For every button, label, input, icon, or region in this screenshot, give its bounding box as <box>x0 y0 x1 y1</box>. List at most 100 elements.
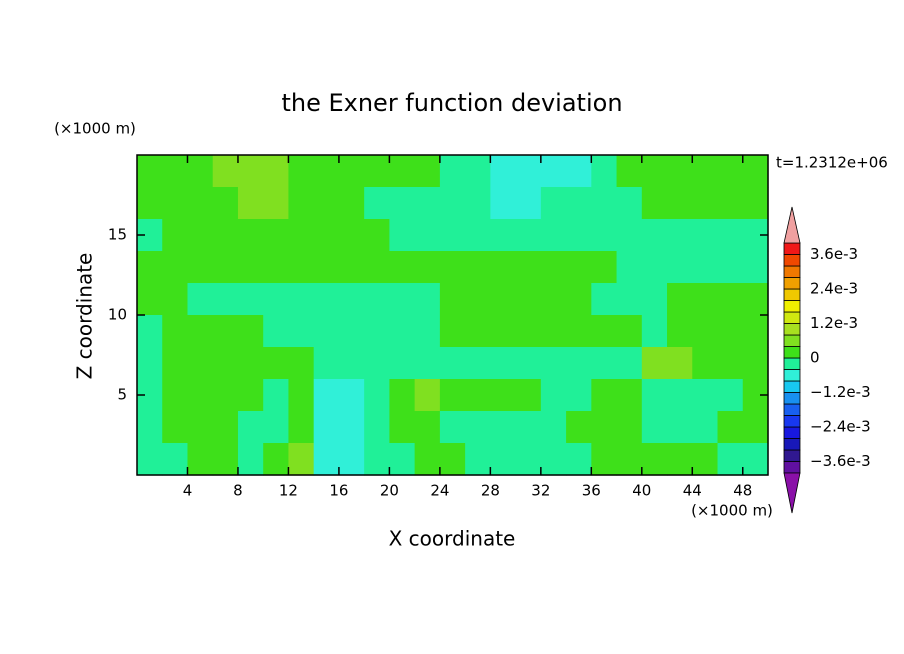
x-tick-label: 36 <box>582 482 601 500</box>
contour-cell <box>490 283 517 316</box>
contour-cell <box>465 315 491 348</box>
contour-cell <box>187 379 214 412</box>
contour-cell <box>591 411 618 444</box>
contour-cell <box>263 155 290 188</box>
contour-cell <box>389 315 416 348</box>
contour-cell <box>616 379 643 412</box>
contour-cell <box>313 443 340 476</box>
contour-cell <box>490 315 517 348</box>
contour-cell <box>389 251 416 284</box>
contour-cell <box>591 251 618 284</box>
colorbar-tick-label: 0 <box>810 349 820 367</box>
contour-cell <box>616 155 643 188</box>
contour-cell <box>364 283 390 316</box>
contour-cell <box>641 315 668 348</box>
contour-cell <box>717 155 744 188</box>
contour-cell <box>490 443 517 476</box>
colorbar-box <box>783 438 801 451</box>
contour-cell <box>364 251 390 284</box>
contour-cell <box>667 443 693 476</box>
contour-cell <box>465 283 491 316</box>
contour-cell <box>162 283 189 316</box>
contour-cell <box>465 219 491 252</box>
contour-cell <box>515 411 542 444</box>
contour-cell <box>566 379 592 412</box>
colorbar-box <box>783 392 801 405</box>
contour-cell <box>162 187 189 220</box>
contour-cell <box>414 155 441 188</box>
contour-cell <box>692 155 719 188</box>
contour-cell <box>439 315 466 348</box>
contour-cell <box>439 347 466 380</box>
contour-cell <box>313 347 340 380</box>
contour-cell <box>187 283 214 316</box>
contour-cell <box>313 283 340 316</box>
colorbar-box <box>783 449 801 462</box>
contour-cell <box>439 251 466 284</box>
contour-cell <box>288 443 315 476</box>
contour-cell <box>338 379 365 412</box>
contour-cell <box>591 347 618 380</box>
contour-cell <box>540 187 567 220</box>
x-tick-label: 8 <box>233 482 243 500</box>
contour-cell <box>439 443 466 476</box>
contour-cell <box>237 187 264 220</box>
contour-cell <box>338 187 365 220</box>
contour-cell <box>566 155 592 188</box>
y-tick-label: 15 <box>108 226 127 244</box>
contour-cell <box>237 347 264 380</box>
contour-cell <box>414 411 441 444</box>
contour-cell <box>338 283 365 316</box>
contour-cell <box>263 315 290 348</box>
contour-cell <box>641 251 668 284</box>
x-unit: (×1000 m) <box>691 502 773 520</box>
contour-cell <box>212 411 239 444</box>
contour-cell <box>137 443 163 476</box>
contour-cell <box>137 411 163 444</box>
contour-cell <box>162 219 189 252</box>
contour-cell <box>742 443 769 476</box>
contour-cell <box>414 379 441 412</box>
x-tick-label: 32 <box>531 482 550 500</box>
contour-cell <box>515 283 542 316</box>
contour-cell <box>591 379 618 412</box>
contour-cell <box>389 347 416 380</box>
contour-cell <box>742 315 769 348</box>
contour-cell <box>288 315 315 348</box>
contour-cell <box>414 219 441 252</box>
contour-cell <box>288 155 315 188</box>
contour-cell <box>465 347 491 380</box>
contour-cell <box>414 187 441 220</box>
contour-cell <box>212 443 239 476</box>
colorbar-box <box>783 369 801 382</box>
contour-cell <box>465 155 491 188</box>
contour-cell <box>338 251 365 284</box>
contour-cell <box>667 187 693 220</box>
contour-cell <box>742 251 769 284</box>
contour-cell <box>364 443 390 476</box>
contour-cell <box>540 315 567 348</box>
contour-cell <box>667 379 693 412</box>
contour-cell <box>288 219 315 252</box>
contour-cell <box>313 315 340 348</box>
contour-cell <box>490 411 517 444</box>
contour-cell <box>742 411 769 444</box>
contour-cell <box>641 411 668 444</box>
chart-title: the Exner function deviation <box>281 89 622 117</box>
contour-cell <box>540 443 567 476</box>
contour-cell <box>187 219 214 252</box>
contour-cell <box>465 411 491 444</box>
contour-cell <box>641 187 668 220</box>
contour-cell <box>465 187 491 220</box>
contour-cell <box>288 347 315 380</box>
contour-cell <box>515 251 542 284</box>
contour-cell <box>212 187 239 220</box>
contour-cell <box>692 379 719 412</box>
contour-cell <box>414 283 441 316</box>
y-unit: (×1000 m) <box>54 120 136 138</box>
contour-cell <box>667 219 693 252</box>
contour-cell <box>263 443 290 476</box>
x-tick-label: 16 <box>329 482 348 500</box>
contour-cell <box>667 283 693 316</box>
